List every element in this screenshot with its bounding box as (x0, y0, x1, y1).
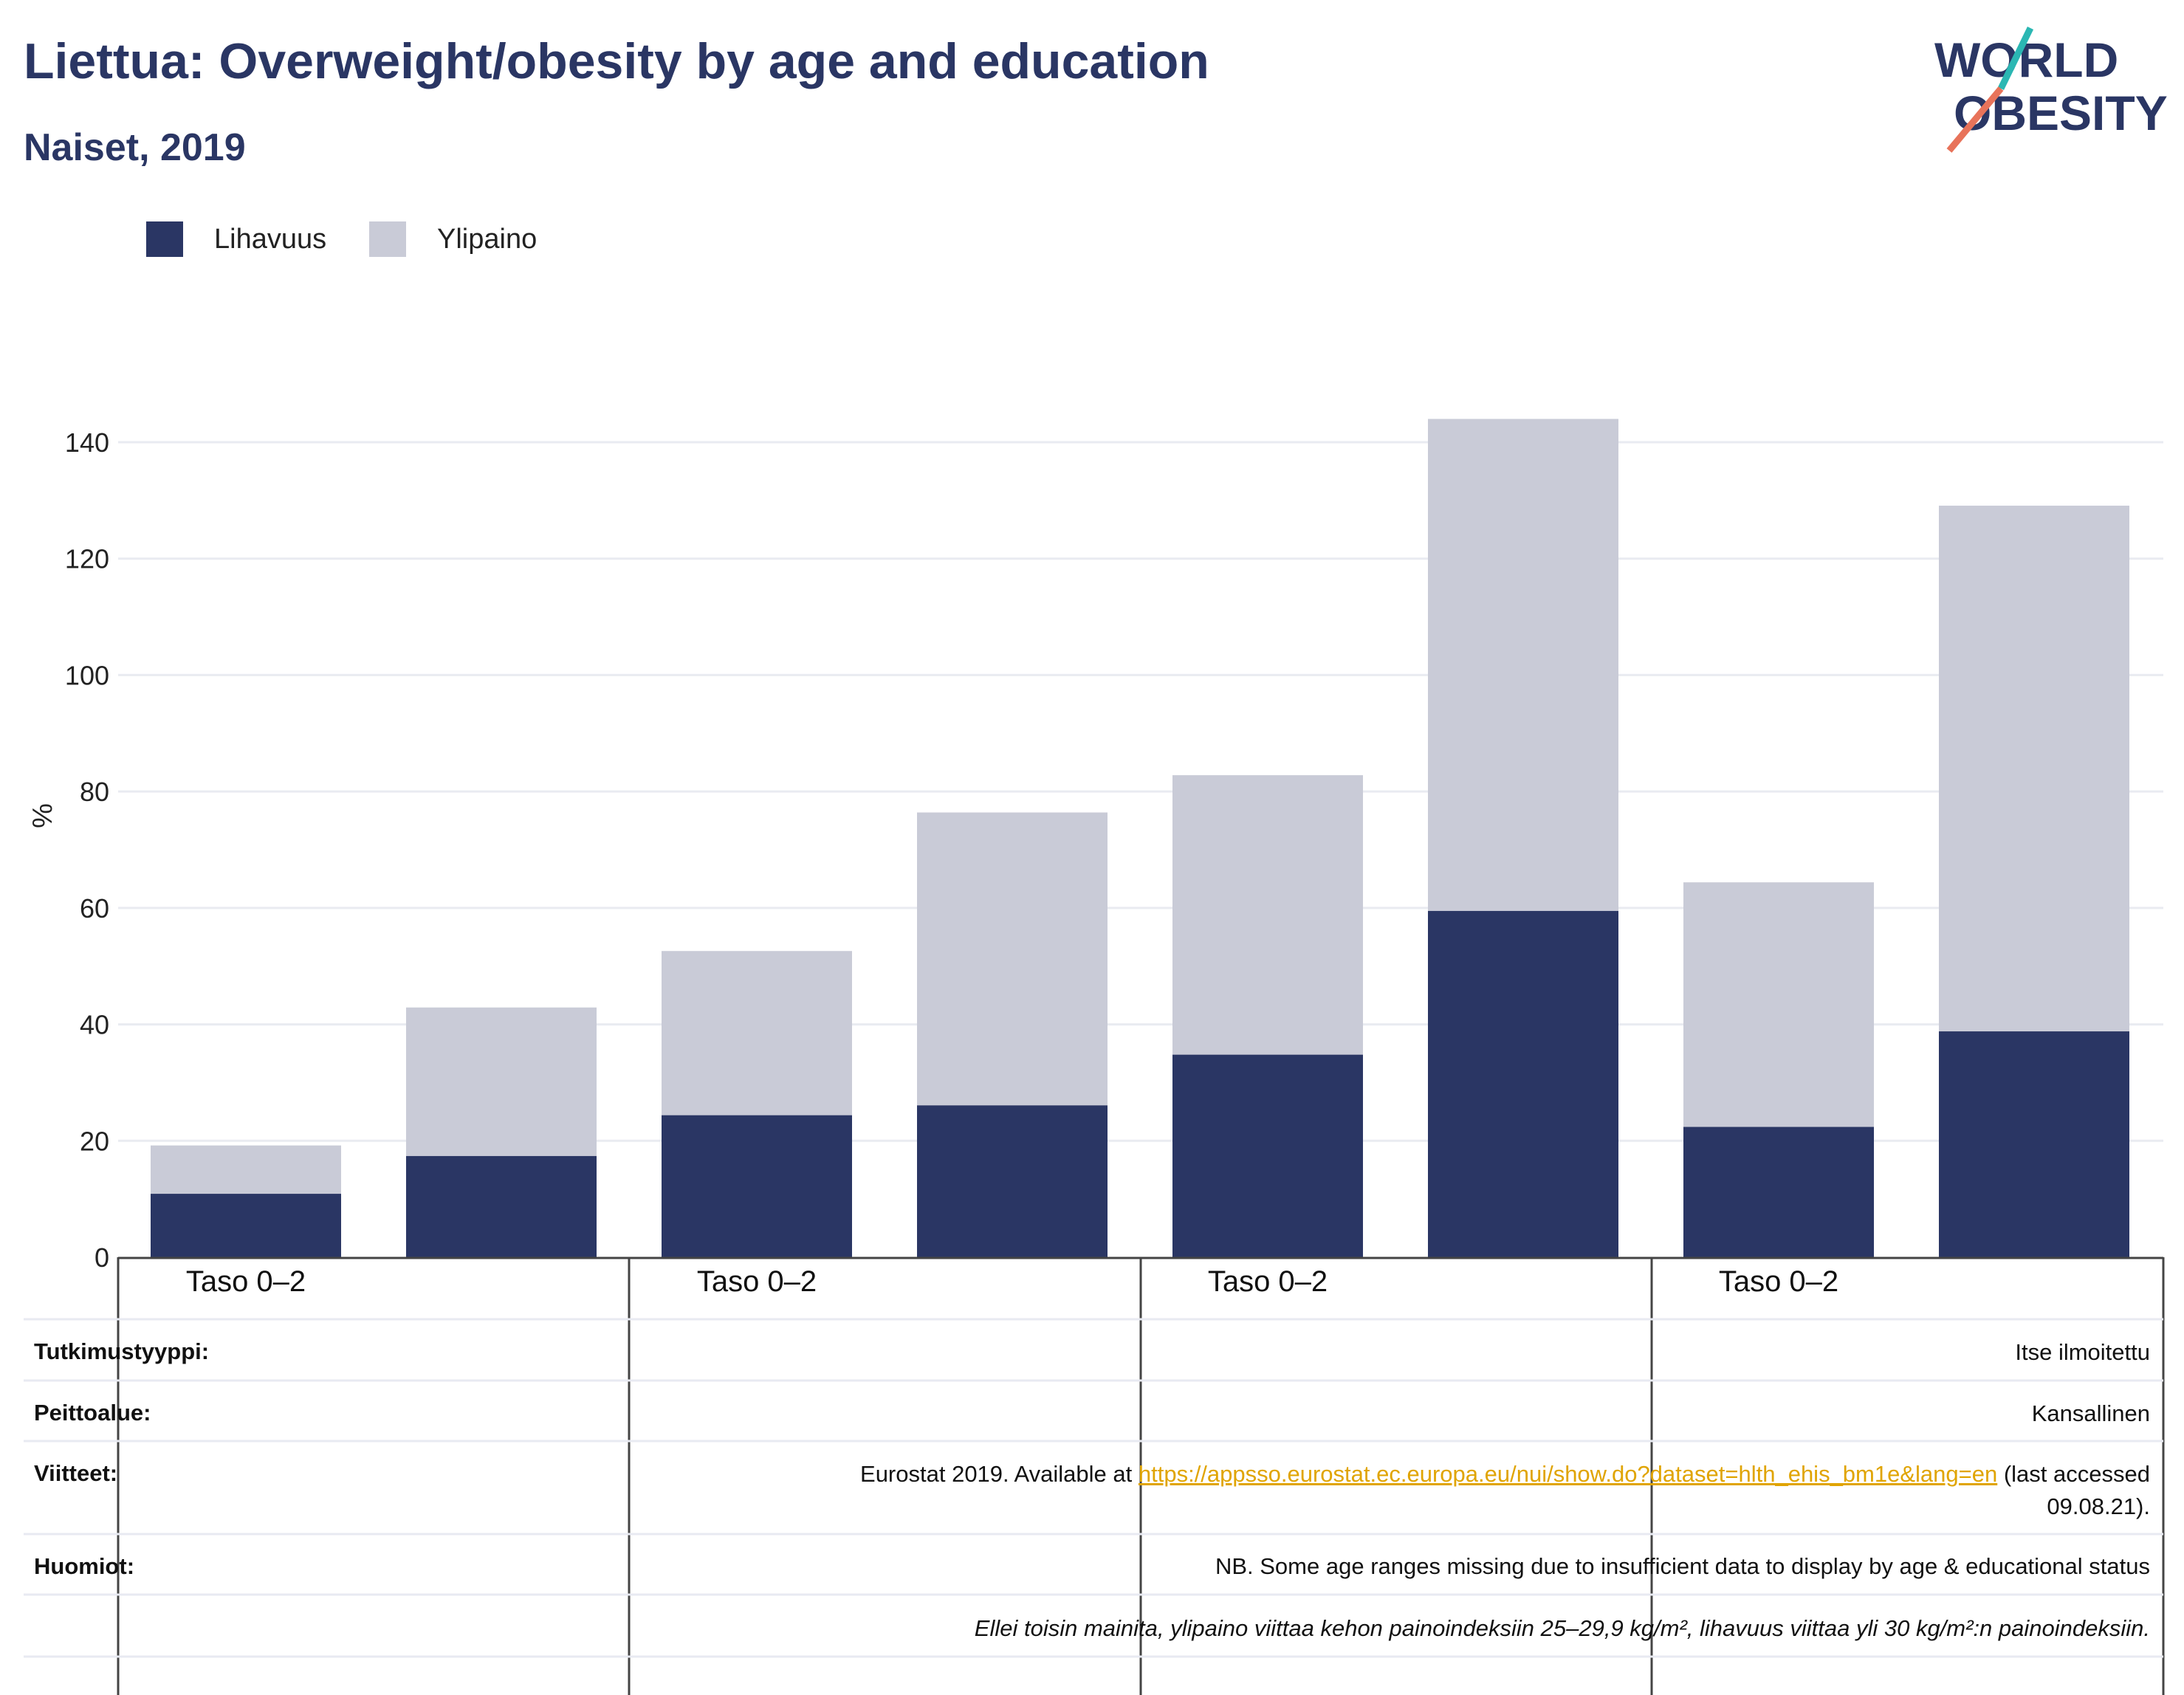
bars (151, 419, 2129, 1257)
notes-value: NB. Some age ranges missing due to insuf… (1215, 1553, 2150, 1579)
references-link[interactable]: https://appsso.eurostat.ec.europa.eu/nui… (1138, 1461, 1998, 1487)
bar-obesity (1683, 1127, 1874, 1257)
legend-swatch-obesity (146, 221, 183, 257)
bar-overweight (151, 1145, 341, 1194)
bar-obesity (662, 1115, 852, 1257)
bar-obesity (917, 1105, 1108, 1257)
bar-overweight (1939, 505, 2129, 1032)
study-type-value: Itse ilmoitettu (2015, 1339, 2150, 1365)
legend-label-obesity: Lihavuus (214, 224, 327, 255)
logo-slash-teal (1997, 27, 2034, 90)
x-axis: Taso 0–2 Taso 0–2 Taso 0–2 Taso 0–2 (117, 1256, 2165, 1695)
page-title: Liettua: Overweight/obesity by age and e… (24, 33, 1209, 89)
study-type-label: Tutkimustyyppi: (34, 1338, 210, 1364)
notes-label: Huomiot: (34, 1553, 135, 1579)
references-prefix: Eurostat 2019. Available at (860, 1461, 1139, 1487)
x-tick-label: Taso 0–2 (186, 1265, 306, 1298)
logo-text-obesity: OBESITY (1954, 86, 2168, 140)
coverage-label: Peittoalue: (34, 1400, 151, 1426)
bar-obesity (1172, 1054, 1363, 1257)
x-tick-label: Taso 0–2 (1208, 1265, 1328, 1298)
y-tick-label: 20 (80, 1126, 109, 1156)
y-tick-label: 120 (65, 544, 109, 574)
x-tick-label: Taso 0–2 (1719, 1265, 1838, 1298)
bar-overweight (1428, 419, 1618, 911)
bar-obesity (406, 1155, 597, 1257)
references-date: 09.08.21). (2047, 1493, 2150, 1519)
y-tick-label: 140 (65, 427, 109, 458)
x-tick-label: Taso 0–2 (697, 1265, 817, 1298)
y-tick-label: 60 (80, 893, 109, 924)
world-obesity-logo: WORLD OBESITY (1934, 27, 2168, 153)
y-axis: 0 20 40 60 80 100 120 140 (65, 427, 109, 1273)
references-value: Eurostat 2019. Available at https://apps… (860, 1458, 2150, 1523)
page-subtitle: Naiset, 2019 (24, 126, 246, 169)
bar-overweight (662, 951, 852, 1115)
bar-overweight (1172, 775, 1363, 1055)
bar-obesity (1939, 1031, 2129, 1257)
info-table-lines (24, 1318, 2163, 1658)
bar-obesity (1428, 910, 1618, 1257)
references-suffix: (last accessed (1997, 1461, 2150, 1487)
logo-slash-coral (1946, 86, 2004, 153)
legend-swatch-overweight (369, 221, 406, 257)
bar-obesity (151, 1194, 341, 1257)
y-tick-label: 100 (65, 660, 109, 690)
bar-overweight (1683, 882, 1874, 1127)
y-axis-label: % (27, 803, 58, 828)
references-label: Viitteet: (34, 1460, 118, 1486)
y-tick-label: 0 (95, 1242, 109, 1273)
bar-overweight (917, 812, 1108, 1106)
definition-note: Ellei toisin mainita, ylipaino viittaa k… (974, 1615, 2150, 1641)
y-tick-label: 80 (80, 777, 109, 807)
bar-overweight (406, 1007, 597, 1156)
coverage-value: Kansallinen (2031, 1400, 2150, 1426)
y-tick-label: 40 (80, 1010, 109, 1040)
legend-label-overweight: Ylipaino (437, 224, 538, 255)
